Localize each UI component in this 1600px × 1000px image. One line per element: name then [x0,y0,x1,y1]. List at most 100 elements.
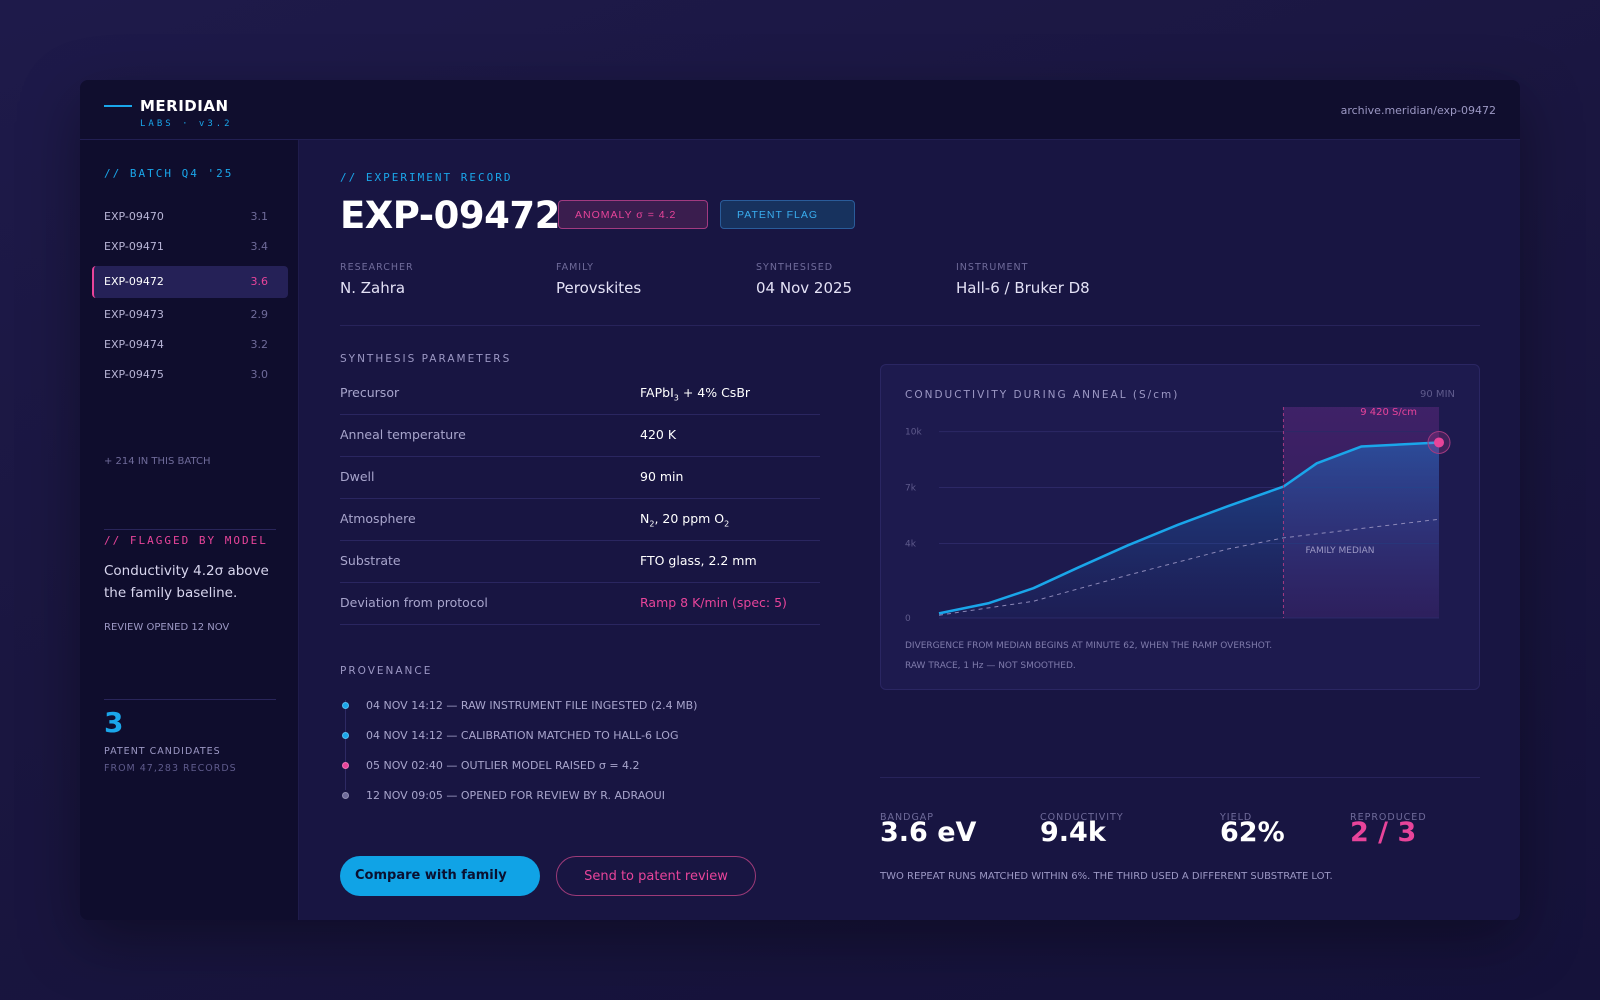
compare-with-family-button[interactable]: Compare with family [340,856,540,896]
param-row-anneal-temperature: Anneal temperature 420 K [340,415,820,457]
patent-candidates-sub: FROM 47,283 RECORDS [104,763,237,774]
sidebar-item-value: 3.4 [250,240,269,253]
meta-value-synthesised: 04 Nov 2025 [756,279,853,297]
sidebar-divider [104,529,276,530]
stat-label-reproduced: REPRODUCED [1350,812,1427,823]
stat-value-yield: 62% [1220,817,1285,848]
timeline-dot [342,792,349,799]
param-key: Atmosphere [340,511,416,526]
patent-flag-badge: PATENT FLAG [720,200,855,229]
param-row-deviation: Deviation from protocol Ramp 8 K/min (sp… [340,583,820,625]
stats-note: TWO REPEAT RUNS MATCHED WITHIN 6%. THE T… [880,871,1333,882]
provenance-timeline [345,700,346,790]
stats-divider [880,777,1480,778]
conductivity-area [939,442,1439,618]
patent-candidates-count: 3 [104,706,124,739]
review-opened: REVIEW OPENED 12 NOV [104,622,230,633]
sidebar-item-value: 2.9 [250,308,269,321]
param-value: FTO glass, 2.2 mm [640,553,757,568]
provenance-text: 04 NOV 14:12 — CALIBRATION MATCHED TO HA… [366,729,679,742]
param-value: N2, 20 ppm O2 [640,511,730,529]
stat-value-bandgap: 3.6 eV [880,817,977,848]
chart-note-divergence: DIVERGENCE FROM MEDIAN BEGINS AT MINUTE … [905,641,1273,651]
flagged-heading: // FLAGGED BY MODEL [104,534,268,547]
param-key: Anneal temperature [340,427,466,442]
chart-title: CONDUCTIVITY DURING ANNEAL (S/cm) [905,389,1180,401]
stat-label-conductivity: CONDUCTIVITY [1040,812,1124,823]
timeline-dot [342,762,349,769]
patent-candidates-label: PATENT CANDIDATES [104,746,221,757]
batch-more-link[interactable]: + 214 IN THIS BATCH [104,456,211,467]
top-bar: MERIDIAN LABS · v3.2 archive.meridian/ex… [80,80,1520,140]
family-median-line [938,518,1440,616]
params-heading: SYNTHESIS PARAMETERS [340,353,512,365]
sidebar-item-exp-09470[interactable]: EXP-09470 3.1 [92,202,288,232]
brand-sub: LABS · v3.2 [140,119,233,129]
stat-label-bandgap: BANDGAP [880,812,935,823]
sidebar-item-value: 3.6 [250,275,269,288]
param-key: Deviation from protocol [340,595,488,610]
stat-value-reproduced: 2 / 3 [1350,817,1417,848]
conductivity-chart-card: CONDUCTIVITY DURING ANNEAL (S/cm) 90 MIN… [880,364,1480,690]
logo-mark [104,105,132,107]
provenance-text: 04 NOV 14:12 — RAW INSTRUMENT FILE INGES… [366,699,698,712]
app-window: MERIDIAN LABS · v3.2 archive.meridian/ex… [80,80,1520,920]
meta-label-instrument: INSTRUMENT [956,262,1029,273]
peak-point [1434,437,1444,448]
param-row-substrate: Substrate FTO glass, 2.2 mm [340,541,820,583]
archive-path[interactable]: archive.meridian/exp-09472 [1340,104,1496,117]
param-value: 90 min [640,469,684,484]
sidebar: // BATCH Q4 '25 EXP-09470 3.1 EXP-09471 … [80,140,299,920]
main-content: // EXPERIMENT RECORD EXP-09472 ANOMALY σ… [300,140,1520,920]
param-value: Ramp 8 K/min (spec: 5) [640,595,787,610]
param-row-atmosphere: Atmosphere N2, 20 ppm O2 [340,499,820,541]
conductivity-chart: 0 4k 7k 10k 9 420 S/cm FAMILY MEDIAN [905,407,1451,624]
anomaly-badge: ANOMALY σ = 4.2 [558,200,708,229]
brand-name: MERIDIAN [140,97,229,115]
sidebar-item-exp-09475[interactable]: EXP-09475 3.0 [92,360,288,390]
conductivity-line [938,441,1440,615]
sidebar-item-exp-09471[interactable]: EXP-09471 3.4 [92,232,288,262]
param-key: Precursor [340,385,400,400]
sidebar-item-exp-09474[interactable]: EXP-09474 3.2 [92,330,288,360]
sidebar-item-id: EXP-09471 [104,240,164,253]
sidebar-item-exp-09472[interactable]: EXP-09472 3.6 [92,266,288,298]
meta-value-researcher: N. Zahra [340,279,406,297]
provenance-heading: PROVENANCE [340,665,433,677]
param-row-precursor: Precursor FAPbI3 + 4% CsBr [340,373,820,415]
sidebar-item-id: EXP-09472 [104,275,164,288]
timeline-dot [342,702,349,709]
peak-label: 9 420 S/cm [1360,407,1417,418]
meta-label-researcher: RESEARCHER [340,262,414,273]
param-row-dwell: Dwell 90 min [340,457,820,499]
sidebar-item-value: 3.1 [250,210,269,223]
record-eyebrow: // EXPERIMENT RECORD [340,171,513,184]
sidebar-item-id: EXP-09474 [104,338,164,351]
chart-range-label: 90 MIN [1420,389,1455,400]
y-tick-label: 10k [905,428,922,438]
median-label: FAMILY MEDIAN [1305,546,1374,556]
page-title: EXP-09472 [340,194,560,237]
sidebar-divider [104,699,276,700]
param-key: Dwell [340,469,375,484]
y-tick-label: 0 [905,614,911,624]
meta-label-family: FAMILY [556,262,594,273]
y-tick-label: 4k [905,539,917,549]
provenance-text: 12 NOV 09:05 — OPENED FOR REVIEW BY R. A… [366,789,665,802]
provenance-text: 05 NOV 02:40 — OUTLIER MODEL RAISED σ = … [366,759,640,772]
send-to-patent-review-button[interactable]: Send to patent review [556,856,756,896]
param-key: Substrate [340,553,401,568]
flag-description: Conductivity 4.2σ above the family basel… [104,563,269,601]
y-tick-label: 7k [905,484,917,494]
section-divider [340,325,1480,326]
sidebar-item-exp-09473[interactable]: EXP-09473 2.9 [92,300,288,330]
sidebar-item-id: EXP-09470 [104,210,164,223]
param-value: FAPbI3 + 4% CsBr [640,385,751,403]
stat-value-conductivity: 9.4k [1040,817,1106,848]
param-value: 420 K [640,427,677,442]
batch-heading: // BATCH Q4 '25 [104,167,234,180]
stat-label-yield: YIELD [1220,812,1253,823]
meta-value-instrument: Hall-6 / Bruker D8 [956,279,1090,297]
timeline-dot [342,732,349,739]
sidebar-item-id: EXP-09475 [104,368,164,381]
